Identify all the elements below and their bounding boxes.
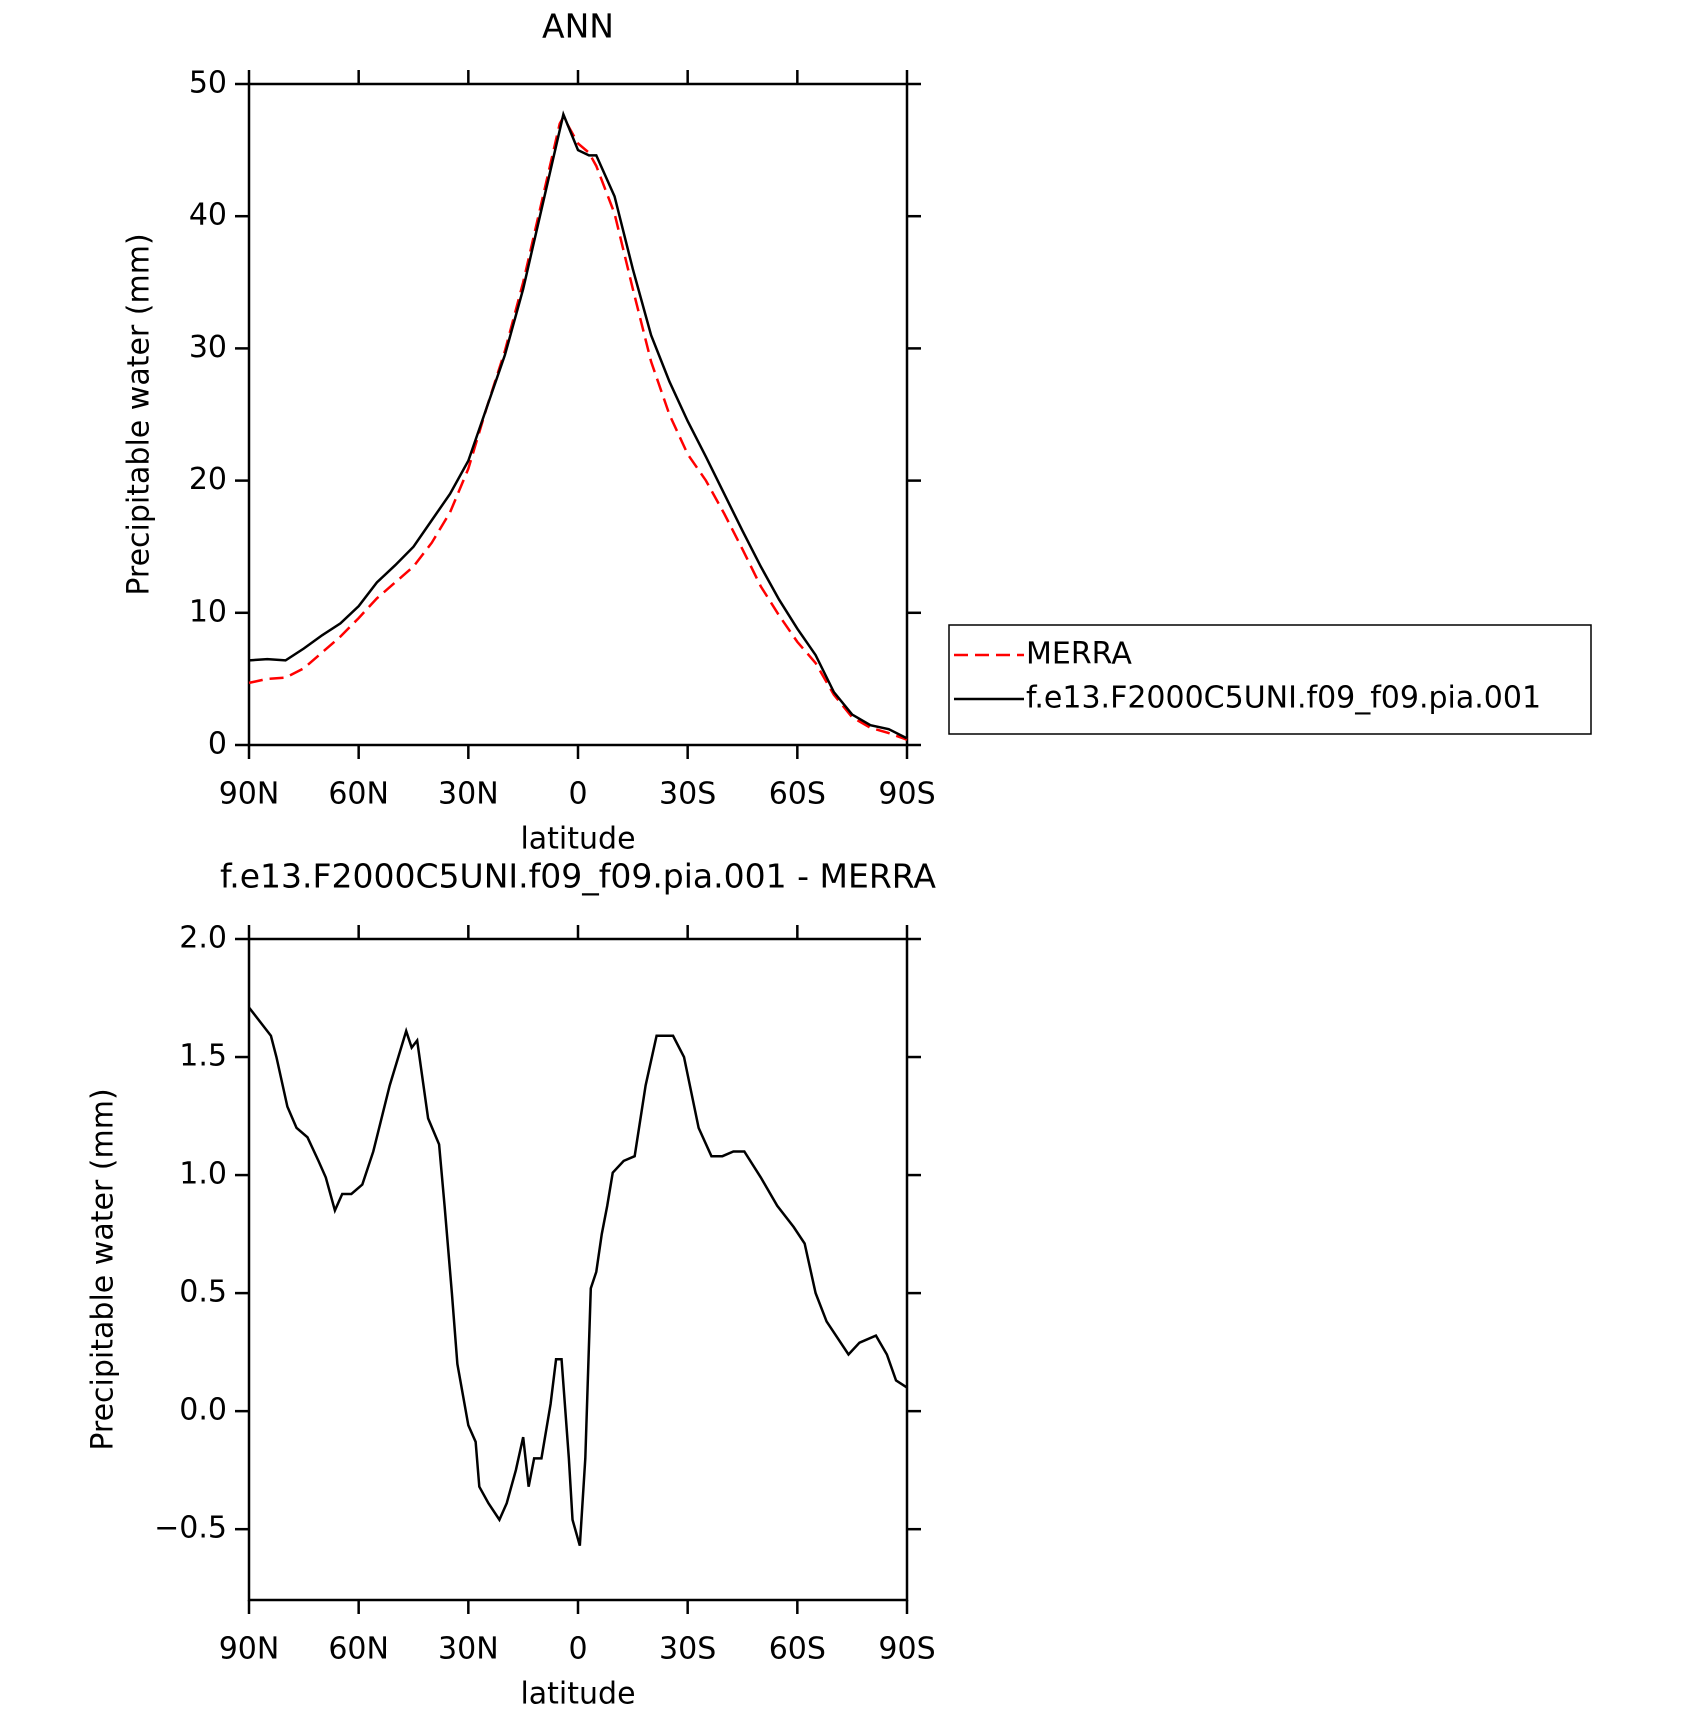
x-tick-label: 90N — [219, 777, 280, 812]
x-tick-label: 90N — [219, 1632, 280, 1667]
y-tick-label: 10 — [189, 594, 227, 629]
legend-label: f.e13.F2000C5UNI.f09_f09.pia.001 — [1026, 681, 1541, 716]
x-tick-label: 90S — [878, 1632, 935, 1667]
y-tick-label: 0.5 — [179, 1275, 227, 1310]
plot-frame — [247, 937, 909, 1602]
x-tick-label: 60S — [769, 1632, 826, 1667]
chart-title: ANN — [542, 7, 614, 46]
y-tick-label: 20 — [189, 462, 227, 497]
x-tick-label: 0 — [568, 777, 587, 812]
x-axis-label: latitude — [520, 822, 635, 857]
y-tick-label: 0 — [208, 727, 227, 762]
x-tick-label: 0 — [568, 1632, 587, 1667]
y-tick-label: −0.5 — [154, 1511, 227, 1546]
x-axis-label: latitude — [520, 1677, 635, 1712]
data-line — [248, 1006, 908, 1547]
x-tick-label: 90S — [878, 777, 935, 812]
data-line — [248, 114, 908, 741]
x-tick-label: 30S — [659, 1632, 716, 1667]
y-axis-label: Precipitable water (mm) — [122, 233, 157, 595]
x-tick-label: 60N — [328, 777, 389, 812]
y-tick-label: 1.5 — [179, 1039, 227, 1074]
x-tick-label: 30N — [438, 777, 499, 812]
y-tick-label: 40 — [189, 198, 227, 233]
y-tick-label: 0.0 — [179, 1393, 227, 1428]
x-tick-label: 30N — [438, 1632, 499, 1667]
legend-label: MERRA — [1026, 637, 1132, 672]
x-tick-label: 60S — [769, 777, 826, 812]
chart-title: f.e13.F2000C5UNI.f09_f09.pia.001 - MERRA — [220, 857, 936, 896]
y-tick-label: 50 — [189, 66, 227, 101]
x-tick-label: 60N — [328, 1632, 389, 1667]
y-tick-label: 1.0 — [179, 1157, 227, 1192]
data-line — [248, 110, 908, 740]
legend-box — [948, 624, 1592, 735]
y-axis-label: Precipitable water (mm) — [86, 1088, 121, 1450]
y-tick-label: 2.0 — [179, 921, 227, 956]
y-tick-label: 30 — [189, 330, 227, 365]
x-tick-label: 30S — [659, 777, 716, 812]
